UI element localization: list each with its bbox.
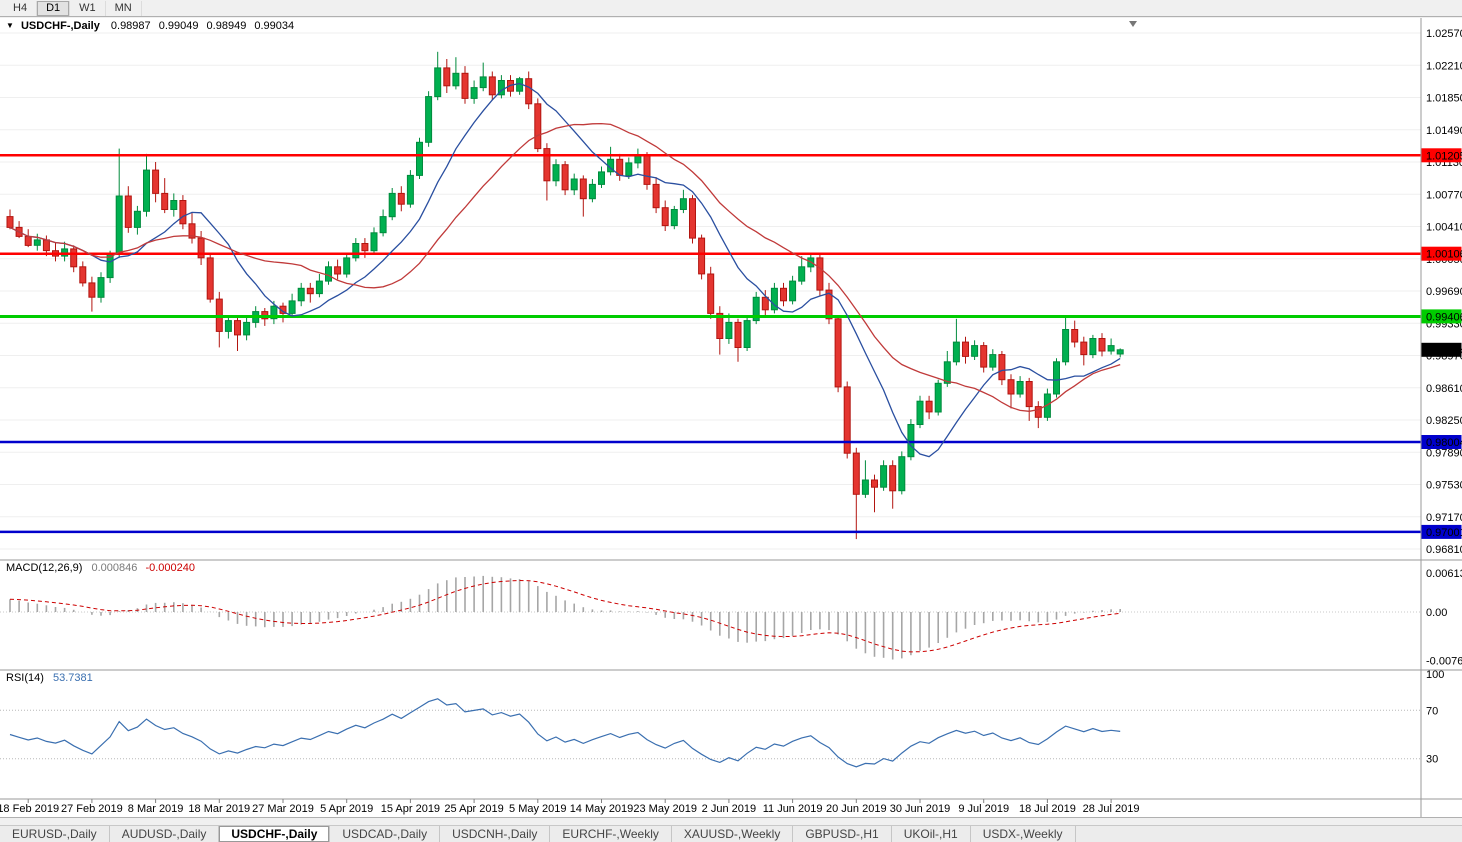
svg-text:0.97170: 0.97170: [1426, 512, 1462, 524]
svg-text:0.99406: 0.99406: [1426, 311, 1462, 323]
candlestick-series: [6, 51, 1124, 540]
ohlc-low: 0.98949: [206, 20, 247, 32]
svg-text:1.01850: 1.01850: [1426, 93, 1462, 105]
svg-text:0.98004: 0.98004: [1426, 437, 1462, 449]
chart-background: [0, 18, 1462, 817]
svg-text:0.99690: 0.99690: [1426, 286, 1462, 298]
svg-text:1.02570: 1.02570: [1426, 28, 1462, 40]
rsi-value: 53.7381: [52, 672, 93, 684]
svg-text:0.99034: 0.99034: [1426, 345, 1462, 357]
svg-text:1.01205: 1.01205: [1426, 150, 1462, 162]
svg-text:0.97001: 0.97001: [1426, 527, 1462, 539]
svg-text:27 Mar 2019: 27 Mar 2019: [252, 803, 314, 815]
svg-text:23 May 2019: 23 May 2019: [633, 803, 697, 815]
svg-text:11 Jun 2019: 11 Jun 2019: [763, 803, 823, 815]
macd-signal-value: -0.000240: [145, 562, 195, 574]
svg-text:20 Jun 2019: 20 Jun 2019: [826, 803, 887, 815]
tab-gbpusd-h1[interactable]: GBPUSD-,H1: [793, 826, 892, 842]
svg-text:1.02210: 1.02210: [1426, 60, 1462, 72]
svg-text:70: 70: [1426, 705, 1438, 717]
time-axis: 18 Feb 2019 27 Feb 2019 8 Mar 2019 18 Mar 2…: [0, 799, 1140, 815]
timeframe-h4-button[interactable]: H4: [4, 0, 38, 16]
svg-text:0.00613: 0.00613: [1426, 568, 1462, 580]
rsi-name: RSI(14): [6, 672, 44, 684]
macd-histogram: [9, 575, 1121, 660]
svg-text:1.00106: 1.00106: [1426, 249, 1462, 261]
chart-menu-icon[interactable]: ▼: [6, 21, 14, 30]
svg-text:15 Apr 2019: 15 Apr 2019: [381, 803, 440, 815]
svg-text:0.96810: 0.96810: [1426, 544, 1462, 556]
tab-usdcad-daily[interactable]: USDCAD-,Daily: [330, 826, 441, 842]
tab-usdchf-daily[interactable]: USDCHF-,Daily: [219, 826, 331, 842]
svg-text:28 Jul 2019: 28 Jul 2019: [1083, 803, 1140, 815]
ohlc-close: 0.99034: [254, 20, 295, 32]
svg-text:1.01490: 1.01490: [1426, 125, 1462, 137]
tab-xauusd-weekly[interactable]: XAUUSD-,Weekly: [672, 826, 794, 842]
svg-text:0.98610: 0.98610: [1426, 383, 1462, 395]
macd-indicator-label: MACD(12,26,9) 0.000846 -0.000240: [6, 562, 195, 574]
tab-audusd-daily[interactable]: AUDUSD-,Daily: [110, 826, 220, 842]
tab-usdcnh-daily[interactable]: USDCNH-,Daily: [440, 826, 551, 842]
chart-shift-marker-icon[interactable]: [1129, 21, 1137, 27]
tab-ukoil-h1[interactable]: UKOil-,H1: [892, 826, 971, 842]
rsi-indicator-label: RSI(14) 53.7381: [6, 672, 93, 684]
rsi-line: [9, 698, 1121, 768]
svg-text:5 May 2019: 5 May 2019: [509, 803, 566, 815]
svg-text:8 Mar 2019: 8 Mar 2019: [128, 803, 184, 815]
ohlc-open: 0.98987: [110, 20, 151, 32]
horizontal-scrollbar[interactable]: [0, 817, 1462, 826]
price-level-badges: 1.01205 1.00106 0.99406 0.98004 0.97001 0.990…: [1421, 148, 1462, 539]
svg-text:9 Jul 2019: 9 Jul 2019: [958, 803, 1009, 815]
svg-text:100: 100: [1426, 669, 1444, 681]
svg-text:0.97890: 0.97890: [1426, 447, 1462, 459]
svg-text:0.00: 0.00: [1426, 607, 1447, 619]
svg-text:30 Jun 2019: 30 Jun 2019: [890, 803, 951, 815]
timeframe-d1-button[interactable]: D1: [37, 0, 71, 16]
svg-text:0.98250: 0.98250: [1426, 415, 1462, 427]
svg-text:18 Mar 2019: 18 Mar 2019: [188, 803, 250, 815]
symbol-label: USDCHF-,Daily: [20, 20, 100, 32]
chart-tabs-bar: EURUSD-,Daily AUDUSD-,Daily USDCHF-,Dail…: [0, 826, 1462, 842]
svg-text:5 Apr 2019: 5 Apr 2019: [320, 803, 373, 815]
timeframe-mn-button[interactable]: MN: [106, 0, 142, 16]
svg-text:1.00410: 1.00410: [1426, 222, 1462, 234]
svg-text:30: 30: [1426, 754, 1438, 766]
tab-usdx-weekly[interactable]: USDX-,Weekly: [971, 826, 1076, 842]
svg-text:18 Jul 2019: 18 Jul 2019: [1019, 803, 1076, 815]
tab-eurusd-daily[interactable]: EURUSD-,Daily: [0, 826, 110, 842]
svg-text:25 Apr 2019: 25 Apr 2019: [444, 803, 503, 815]
svg-text:0.97530: 0.97530: [1426, 480, 1462, 492]
chart-title: ▼ USDCHF-,Daily 0.98987 0.99049 0.98949 …: [6, 20, 299, 32]
ohlc-high: 0.99049: [158, 20, 199, 32]
macd-main-value: 0.000846: [91, 562, 138, 574]
macd-name: MACD(12,26,9): [6, 562, 83, 574]
moving-average-line-10: [9, 82, 1121, 458]
svg-text:18 Feb 2019: 18 Feb 2019: [0, 803, 59, 815]
price-gridlines: [0, 32, 1421, 550]
chart-canvas[interactable]: 1.025701.022101.018501.014901.011301.007…: [0, 0, 1462, 820]
timeframe-w1-button[interactable]: W1: [70, 0, 106, 16]
svg-text:14 May 2019: 14 May 2019: [570, 803, 634, 815]
svg-text:1.00770: 1.00770: [1426, 189, 1462, 201]
svg-text:27 Feb 2019: 27 Feb 2019: [61, 803, 123, 815]
tab-eurchf-weekly[interactable]: EURCHF-,Weekly: [550, 826, 672, 842]
timeframe-toolbar: H4 D1 W1 MN: [0, 0, 1462, 17]
horizontal-level-lines[interactable]: [0, 154, 1421, 534]
moving-average-line-21: [9, 122, 1121, 412]
svg-text:2 Jun 2019: 2 Jun 2019: [702, 803, 756, 815]
